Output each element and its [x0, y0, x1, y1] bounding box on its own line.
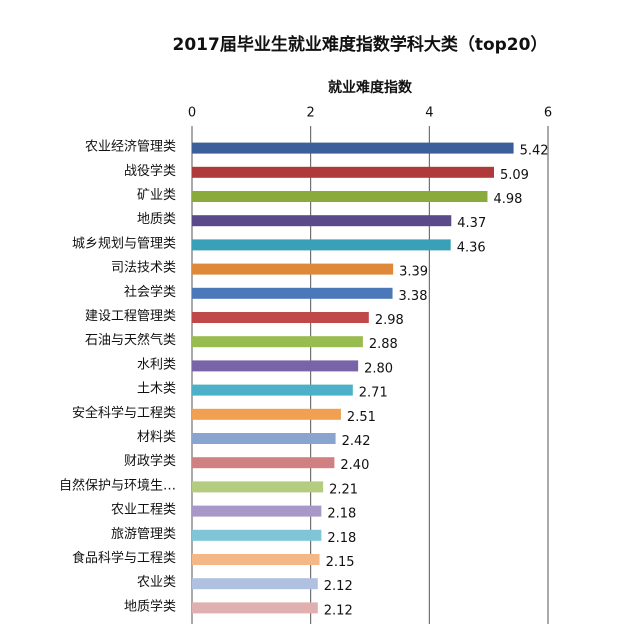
bar	[192, 505, 322, 517]
value-label: 3.38	[399, 289, 428, 304]
x-tick-label: 6	[544, 106, 552, 121]
value-label: 2.12	[324, 603, 353, 618]
value-label: 4.36	[457, 240, 486, 255]
y-tick-label: 旅游管理类	[111, 527, 176, 542]
bar	[192, 263, 394, 275]
y-tick-label: 社会学类	[124, 284, 176, 300]
chart-title: 2017届毕业生就业难度指数学科大类（top20）	[173, 34, 548, 55]
y-tick-label: 水利类	[137, 357, 176, 372]
value-label: 4.37	[457, 216, 486, 231]
y-tick-label: 食品科学与工程类	[72, 550, 176, 566]
bar	[192, 142, 514, 154]
value-label: 4.98	[493, 192, 522, 207]
y-tick-label: 自然保护与环境生…	[59, 477, 176, 493]
value-label: 3.39	[399, 265, 428, 280]
value-label: 2.98	[375, 313, 404, 328]
bar	[192, 215, 452, 227]
y-tick-label: 司法技术类	[111, 261, 176, 276]
value-label: 2.18	[327, 507, 356, 522]
x-tick-label: 4	[425, 106, 433, 121]
y-tick-label: 地质学类	[124, 598, 176, 614]
y-tick-label: 矿业类	[137, 188, 176, 203]
y-tick-label: 材料类	[137, 430, 176, 445]
value-label: 2.15	[326, 555, 355, 570]
bar	[192, 312, 369, 323]
x-tick-label: 0	[188, 106, 196, 121]
y-tick-label: 安全科学与工程类	[72, 405, 176, 421]
bar	[192, 191, 488, 202]
value-label: 2.71	[359, 386, 388, 401]
bar	[192, 336, 363, 348]
y-tick-label: 农业类	[137, 575, 176, 590]
value-label: 5.09	[500, 168, 529, 183]
y-tick-label: 地质类	[137, 212, 176, 227]
value-label: 2.80	[364, 361, 393, 376]
value-label: 2.40	[340, 458, 369, 473]
y-tick-label: 农业经济管理类	[85, 140, 176, 155]
y-tick-label: 农业工程类	[111, 503, 176, 518]
bar	[192, 384, 353, 396]
value-label: 2.12	[324, 579, 353, 594]
bar	[192, 602, 318, 614]
y-tick-label: 财政学类	[124, 453, 176, 469]
bar	[192, 287, 393, 299]
y-tick-label: 土木类	[137, 382, 176, 397]
bar	[192, 554, 320, 565]
x-tick-label: 2	[307, 106, 315, 121]
value-label: 2.42	[342, 434, 371, 449]
value-label: 2.18	[327, 531, 356, 546]
bar	[192, 166, 495, 178]
value-label: 2.51	[347, 410, 376, 425]
bar	[192, 239, 451, 251]
y-tick-label: 建设工程管理类	[85, 309, 176, 324]
y-tick-label: 战役学类	[124, 163, 176, 179]
y-tick-label: 石油与天然气类	[85, 332, 176, 348]
bar	[192, 433, 336, 444]
bar	[192, 578, 318, 590]
bar	[192, 529, 322, 541]
bar	[192, 360, 359, 372]
value-label: 5.42	[520, 144, 549, 159]
y-tick-label: 城乡规划与管理类	[72, 236, 176, 251]
value-label: 2.88	[369, 337, 398, 352]
x-axis-title: 就业难度指数	[328, 79, 413, 96]
bar	[192, 408, 341, 420]
bar	[192, 457, 335, 469]
bar	[192, 481, 324, 493]
value-label: 2.21	[329, 482, 358, 497]
